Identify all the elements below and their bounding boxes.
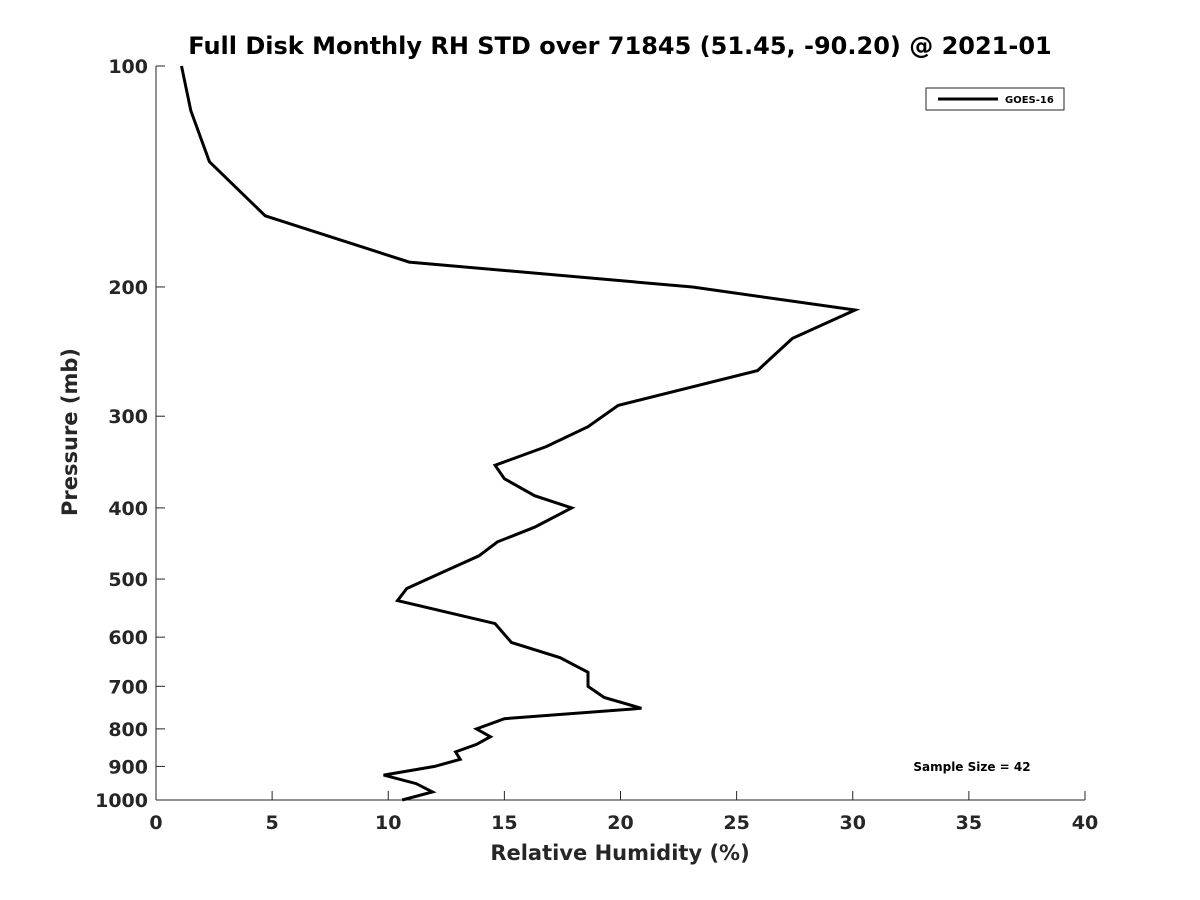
x-tick-label: 25 [723, 812, 749, 834]
x-tick-label: 20 [607, 812, 633, 834]
y-axis-label: Pressure (mb) [58, 348, 82, 516]
y-tick-label: 500 [108, 569, 148, 591]
y-tick-label: 300 [108, 406, 148, 428]
x-axis-label: Relative Humidity (%) [490, 841, 749, 865]
chart-title: Full Disk Monthly RH STD over 71845 (51.… [188, 32, 1051, 60]
y-tick-label: 900 [108, 756, 148, 778]
y-tick-label: 600 [108, 627, 148, 649]
x-tick-label: 15 [491, 812, 517, 834]
x-tick-label: 35 [956, 812, 982, 834]
sample-size-annotation: Sample Size = 42 [913, 760, 1030, 774]
x-tick-label: 0 [149, 812, 162, 834]
y-tick-label: 1000 [95, 790, 148, 812]
y-tick-label: 400 [108, 498, 148, 520]
x-tick-label: 5 [266, 812, 279, 834]
y-tick-label: 800 [108, 719, 148, 741]
x-tick-label: 10 [375, 812, 401, 834]
plot-area: 0 5 10 15 20 25 30 35 40 100 200 300 400 500 600 700 800… [95, 56, 1098, 834]
y-tick-label: 200 [108, 277, 148, 299]
x-tick-label: 40 [1072, 812, 1098, 834]
legend: GOES-16 [925, 87, 1065, 111]
x-tick-label: 30 [840, 812, 866, 834]
series-line [180, 65, 861, 802]
legend-label: GOES-16 [1005, 95, 1054, 106]
y-tick-label: 100 [108, 56, 148, 78]
y-tick-label: 700 [108, 676, 148, 698]
